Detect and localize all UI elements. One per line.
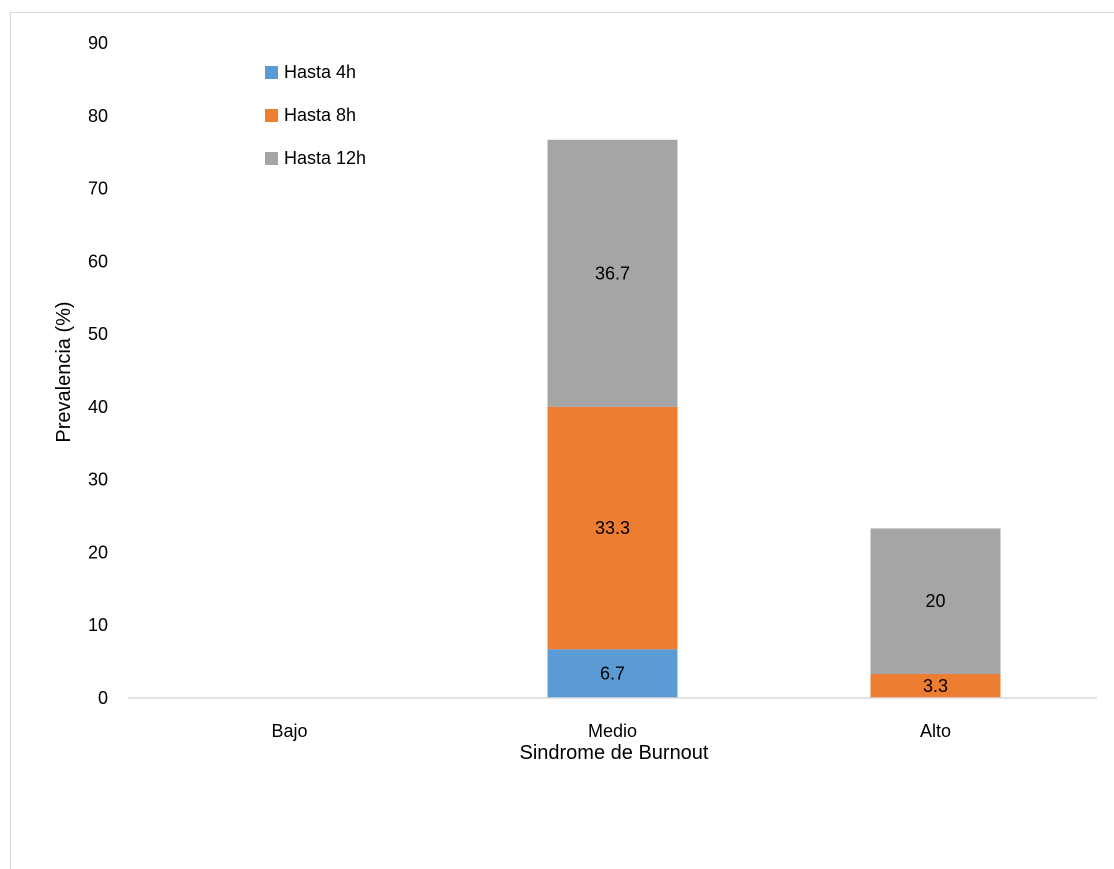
legend: Hasta 4h Hasta 8h Hasta 12h	[265, 62, 366, 168]
y-tick-label: 20	[88, 542, 108, 562]
x-tick-label: Bajo	[271, 721, 307, 741]
legend-swatch	[265, 152, 278, 165]
y-tick-label: 10	[88, 615, 108, 635]
bar-segment	[870, 673, 1001, 698]
y-tick-label: 90	[88, 33, 108, 53]
chart-frame	[10, 12, 1114, 869]
bar-segment	[547, 139, 678, 407]
x-tick-label: Alto	[920, 721, 951, 741]
data-label: 36.7	[595, 263, 630, 283]
y-tick-label: 60	[88, 251, 108, 271]
y-tick-label: 80	[88, 106, 108, 126]
legend-swatch	[265, 109, 278, 122]
y-tick-label: 70	[88, 179, 108, 199]
legend-swatch	[265, 66, 278, 79]
y-tick-label: 50	[88, 324, 108, 344]
data-label: 3.3	[923, 676, 948, 696]
y-tick-label: 30	[88, 470, 108, 490]
legend-label: Hasta 8h	[284, 105, 356, 125]
bar-segment	[547, 649, 678, 698]
x-axis-ticks: Bajo Medio Alto	[271, 721, 951, 741]
bar-segment	[547, 406, 678, 650]
bars: 6.7 33.3 36.7 3.3 20	[547, 139, 1001, 698]
bar-segment	[870, 528, 1001, 674]
y-tick-label: 40	[88, 397, 108, 417]
data-label: 20	[925, 591, 945, 611]
x-tick-label: Medio	[588, 721, 637, 741]
data-label: 33.3	[595, 518, 630, 538]
x-axis-title: Sindrome de Burnout	[519, 742, 708, 764]
y-tick-label: 0	[98, 688, 108, 708]
data-label: 6.7	[600, 664, 625, 684]
legend-label: Hasta 12h	[284, 148, 366, 168]
y-axis-ticks: 0 10 20 30 40 50 60 70 80 90	[88, 33, 108, 708]
y-axis-title: Prevalencia (%)	[53, 301, 75, 442]
legend-label: Hasta 4h	[284, 62, 356, 82]
